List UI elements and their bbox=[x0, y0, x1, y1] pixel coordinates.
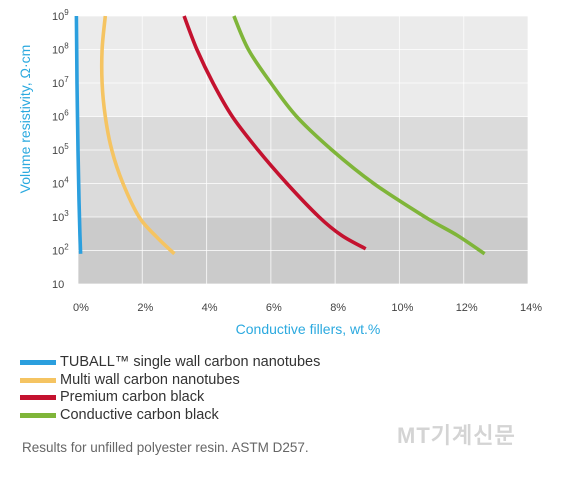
x-tick-label: 10% bbox=[391, 302, 413, 314]
series-line-0 bbox=[74, 15, 83, 254]
y-tick-label: 106 bbox=[52, 109, 69, 124]
background-bands bbox=[78, 16, 528, 284]
y-tick-label: 109 bbox=[52, 8, 69, 23]
legend-label: TUBALL™ single wall carbon nanotubes bbox=[60, 354, 321, 370]
legend-label: Premium carbon black bbox=[60, 389, 205, 405]
legend-item: Conductive carbon black bbox=[20, 407, 320, 425]
legend-item: Premium carbon black bbox=[20, 389, 320, 407]
x-tick-labels: 0% 2% 4% 6% 8% 10% 12% 14% bbox=[73, 302, 542, 314]
legend-item: TUBALL™ single wall carbon nanotubes bbox=[20, 354, 320, 372]
legend-label: Conductive carbon black bbox=[60, 406, 219, 423]
legend-item: Multi wall carbon nanotubes bbox=[20, 372, 320, 390]
x-tick-label: 4% bbox=[202, 302, 218, 314]
y-tick-label: 104 bbox=[52, 176, 69, 191]
grid-lines bbox=[77, 15, 529, 285]
series-line-1 bbox=[99, 15, 176, 256]
x-tick-label: 0% bbox=[73, 302, 89, 314]
y-axis-title: Volume resistivity, Ω·cm bbox=[17, 45, 33, 194]
x-tick-label: 6% bbox=[266, 302, 282, 314]
y-tick-label: 105 bbox=[52, 142, 69, 157]
y-tick-label: 103 bbox=[52, 209, 69, 224]
y-tick-labels: 10 102 103 104 105 106 107 108 109 bbox=[52, 8, 69, 291]
x-axis-title: Conductive fillers, wt.% bbox=[236, 321, 381, 337]
legend-swatch bbox=[20, 360, 56, 366]
legend-swatch bbox=[20, 395, 56, 401]
y-tick-label: 102 bbox=[52, 243, 69, 258]
resistivity-chart: 10 102 103 104 105 106 107 108 109 0% 2% 4% 6% 8% 10%… bbox=[17, 8, 542, 337]
x-tick-label: 8% bbox=[330, 302, 346, 314]
legend-swatch bbox=[20, 377, 56, 383]
legend-label: Multi wall carbon nanotubes bbox=[60, 371, 240, 388]
series-line-2 bbox=[182, 15, 367, 251]
series-line-3 bbox=[232, 15, 486, 256]
band-2 bbox=[78, 16, 528, 117]
x-tick-label: 12% bbox=[456, 302, 478, 314]
x-tick-label: 14% bbox=[520, 302, 542, 314]
legend-swatch bbox=[20, 412, 56, 418]
series-lines bbox=[74, 15, 486, 256]
y-tick-label: 108 bbox=[52, 42, 69, 57]
footnote: Results for unfilled polyester resin. AS… bbox=[22, 440, 309, 455]
legend: TUBALL™ single wall carbon nanotubes Mult… bbox=[20, 354, 320, 424]
y-tick-label: 10 bbox=[52, 279, 64, 291]
y-tick-label: 107 bbox=[52, 75, 69, 90]
watermark-logo: MT기계신문 bbox=[397, 423, 516, 448]
x-tick-label: 2% bbox=[137, 302, 153, 314]
